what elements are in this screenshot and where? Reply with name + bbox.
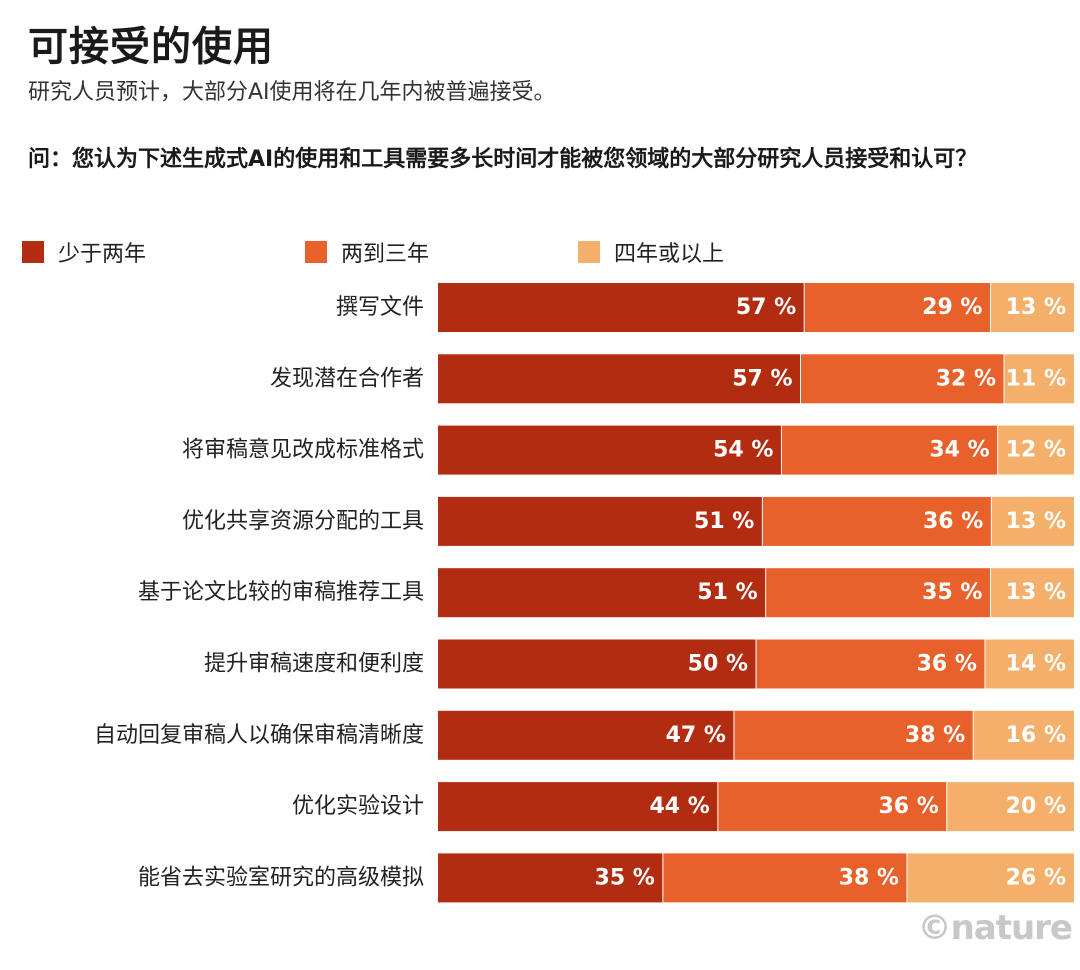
bar-segment-four-years-or-more — [984, 639, 1074, 689]
value-label: 26 % — [1006, 865, 1066, 890]
category-label: 撰写文件 — [336, 295, 424, 320]
bar-segment-four-years-or-more — [991, 496, 1074, 546]
value-label: 32 % — [936, 366, 996, 391]
bar-segment-two-to-three-years — [662, 853, 907, 903]
value-label: 14 % — [1006, 652, 1066, 677]
value-label: 35 % — [595, 865, 655, 890]
value-label: 47 % — [666, 723, 726, 748]
value-label: 36 % — [878, 794, 938, 819]
category-label: 优化共享资源分配的工具 — [182, 509, 424, 534]
bar-segment-four-years-or-more — [973, 710, 1074, 760]
category-label: 优化实验设计 — [292, 794, 424, 819]
bar-row: 将审稿意见改成标准格式 54 % 34 % 12 % — [182, 425, 1074, 475]
bar-segment-less-than-two-years — [438, 853, 663, 903]
category-label: 能省去实验室研究的高级模拟 — [138, 865, 424, 890]
nature-credit: ©nature — [917, 908, 1073, 948]
chart-title: 可接受的使用 — [28, 24, 274, 70]
value-label: 13 % — [1006, 509, 1066, 534]
bar-segment-less-than-two-years — [438, 354, 801, 404]
legend-item-less-than-two-years: 少于两年 — [22, 237, 146, 267]
bar-segment-less-than-two-years — [438, 639, 756, 689]
value-label: 29 % — [922, 295, 982, 320]
legend-label-two-to-three-years: 两到三年 — [341, 242, 430, 267]
value-label: 51 % — [697, 580, 757, 605]
legend-label-less-than-two-years: 少于两年 — [58, 242, 147, 267]
value-label: 35 % — [922, 580, 982, 605]
value-label: 38 % — [839, 865, 899, 890]
bar-segment-less-than-two-years — [438, 568, 766, 618]
category-label: 自动回复审稿人以确保审稿清晰度 — [94, 723, 424, 748]
chart-subtitle: 研究人员预计，大部分AI使用将在几年内被普遍接受。 — [28, 80, 556, 105]
bar-segment-two-to-three-years — [800, 354, 1005, 404]
value-label: 57 % — [736, 295, 796, 320]
bar-segment-four-years-or-more — [990, 568, 1074, 618]
value-label: 12 % — [1006, 438, 1066, 463]
value-label: 36 % — [917, 652, 977, 677]
bar-row: 提升审稿速度和便利度 50 % 36 % 14 % — [204, 639, 1074, 689]
value-label: 50 % — [688, 652, 748, 677]
bar-segment-four-years-or-more — [1004, 354, 1074, 404]
survey-question: 问：您认为下述生成式AI的使用和工具需要多长时间才能被您领域的大部分研究人员接受… — [28, 147, 978, 172]
category-label: 基于论文比较的审稿推荐工具 — [138, 580, 424, 605]
bar-segment-four-years-or-more — [990, 283, 1074, 332]
category-label: 提升审稿速度和便利度 — [204, 652, 424, 677]
bar-segment-two-to-three-years — [733, 710, 974, 760]
bar-row: 发现潜在合作者 57 % 32 % 11 % — [270, 354, 1074, 404]
legend-swatch-four-years-or-more — [578, 241, 600, 263]
bar-segment-less-than-two-years — [438, 283, 805, 332]
legend-item-four-years-or-more: 四年或以上 — [578, 237, 724, 267]
value-label: 57 % — [732, 366, 792, 391]
value-label: 54 % — [713, 438, 773, 463]
value-label: 36 % — [923, 509, 983, 534]
value-label: 44 % — [650, 794, 710, 819]
value-label: 34 % — [929, 438, 989, 463]
bar-segment-two-to-three-years — [717, 782, 947, 832]
bar-segment-two-to-three-years — [762, 496, 992, 546]
value-label: 13 % — [1006, 580, 1066, 605]
bar-segment-less-than-two-years — [438, 782, 718, 832]
value-label: 11 % — [1006, 366, 1066, 391]
legend-label-four-years-or-more: 四年或以上 — [614, 242, 725, 267]
bar-row: 基于论文比较的审稿推荐工具 51 % 35 % 13 % — [138, 568, 1074, 618]
bar-segment-four-years-or-more — [997, 425, 1074, 475]
bar-segment-two-to-three-years — [804, 283, 991, 332]
value-label: 38 % — [905, 723, 965, 748]
category-label: 将审稿意见改成标准格式 — [182, 438, 424, 463]
bar-row: 优化实验设计 44 % 36 % 20 % — [292, 782, 1074, 832]
bar-segment-less-than-two-years — [438, 710, 734, 760]
category-label: 发现潜在合作者 — [270, 366, 424, 391]
value-label: 16 % — [1006, 723, 1066, 748]
bar-row: 能省去实验室研究的高级模拟 35 % 38 % 26 % — [138, 853, 1074, 903]
value-label: 51 % — [694, 509, 754, 534]
bar-segment-four-years-or-more — [946, 782, 1074, 832]
bar-row: 优化共享资源分配的工具 51 % 36 % 13 % — [182, 496, 1074, 546]
bar-segment-less-than-two-years — [438, 496, 763, 546]
bar-segment-less-than-two-years — [438, 425, 782, 475]
bar-row: 撰写文件 57 % 29 % 13 % — [336, 283, 1074, 332]
bar-segment-two-to-three-years — [756, 639, 985, 689]
legend-swatch-less-than-two-years — [22, 241, 44, 263]
bar-segment-two-to-three-years — [781, 425, 998, 475]
legend-item-two-to-three-years: 两到三年 — [305, 237, 429, 267]
legend-swatch-two-to-three-years — [305, 241, 327, 263]
value-label: 13 % — [1006, 295, 1066, 320]
value-label: 20 % — [1006, 794, 1066, 819]
bar-row: 自动回复审稿人以确保审稿清晰度 47 % 38 % 16 % — [94, 710, 1074, 760]
bar-segment-four-years-or-more — [906, 853, 1074, 903]
bar-segment-two-to-three-years — [765, 568, 991, 618]
